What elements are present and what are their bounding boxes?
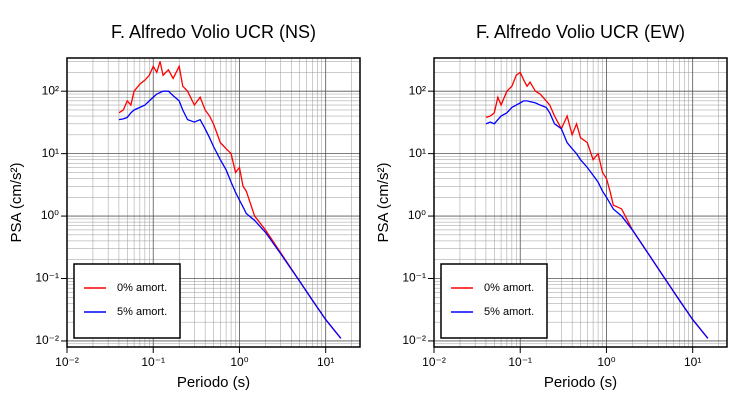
legend-label: 0% amort. bbox=[484, 282, 534, 294]
y-tick-label: 10¹ bbox=[42, 146, 59, 160]
series-line bbox=[118, 61, 342, 339]
x-tick-label: 10⁻¹ bbox=[508, 355, 532, 369]
series-line bbox=[485, 71, 709, 339]
legend-label: 0% amort. bbox=[117, 282, 167, 294]
y-axis-label: PSA (cm/s²) bbox=[375, 162, 392, 242]
chart-panel: F. Alfredo Volio UCR (EW) 10⁻² 10⁻¹ 10⁰ 10¹ 1… bbox=[375, 22, 728, 391]
y-tick-label: 10² bbox=[42, 83, 59, 97]
series-line bbox=[485, 100, 709, 339]
x-axis-label: Periodo (s) bbox=[544, 374, 617, 391]
y-tick-label: 10¹ bbox=[409, 146, 426, 160]
y-tick-label: 10⁻¹ bbox=[402, 271, 426, 285]
chart-title: F. Alfredo Volio UCR (NS) bbox=[111, 22, 316, 42]
plot-frame bbox=[66, 57, 361, 348]
y-axis-label: PSA (cm/s²) bbox=[8, 162, 25, 242]
y-tick-label: 10⁻¹ bbox=[35, 271, 59, 285]
legend-label: 5% amort. bbox=[484, 306, 534, 318]
y-tick-label: 10⁻² bbox=[35, 333, 59, 347]
legend-label: 5% amort. bbox=[117, 306, 167, 318]
x-tick-label: 10¹ bbox=[317, 355, 334, 369]
y-tick-label: 10² bbox=[409, 83, 426, 97]
x-tick-label: 10⁻² bbox=[55, 355, 79, 369]
chart-panel: F. Alfredo Volio UCR (NS) 10⁻² 10⁻¹ 10⁰ 10¹ 1… bbox=[8, 22, 361, 391]
x-axis-label: Periodo (s) bbox=[177, 374, 250, 391]
y-tick-label: 10⁰ bbox=[41, 208, 59, 222]
x-tick-label: 10⁰ bbox=[230, 355, 248, 369]
x-tick-label: 10⁻² bbox=[422, 355, 446, 369]
legend-box bbox=[440, 263, 548, 339]
y-tick-label: 10⁻² bbox=[402, 333, 426, 347]
y-tick-label: 10⁰ bbox=[408, 208, 426, 222]
x-tick-label: 10⁰ bbox=[597, 355, 615, 369]
plot-frame bbox=[433, 57, 728, 348]
x-tick-label: 10¹ bbox=[684, 355, 701, 369]
series-line bbox=[118, 90, 342, 339]
legend-box bbox=[73, 263, 181, 339]
chart-title: F. Alfredo Volio UCR (EW) bbox=[476, 22, 685, 42]
x-tick-label: 10⁻¹ bbox=[141, 355, 165, 369]
